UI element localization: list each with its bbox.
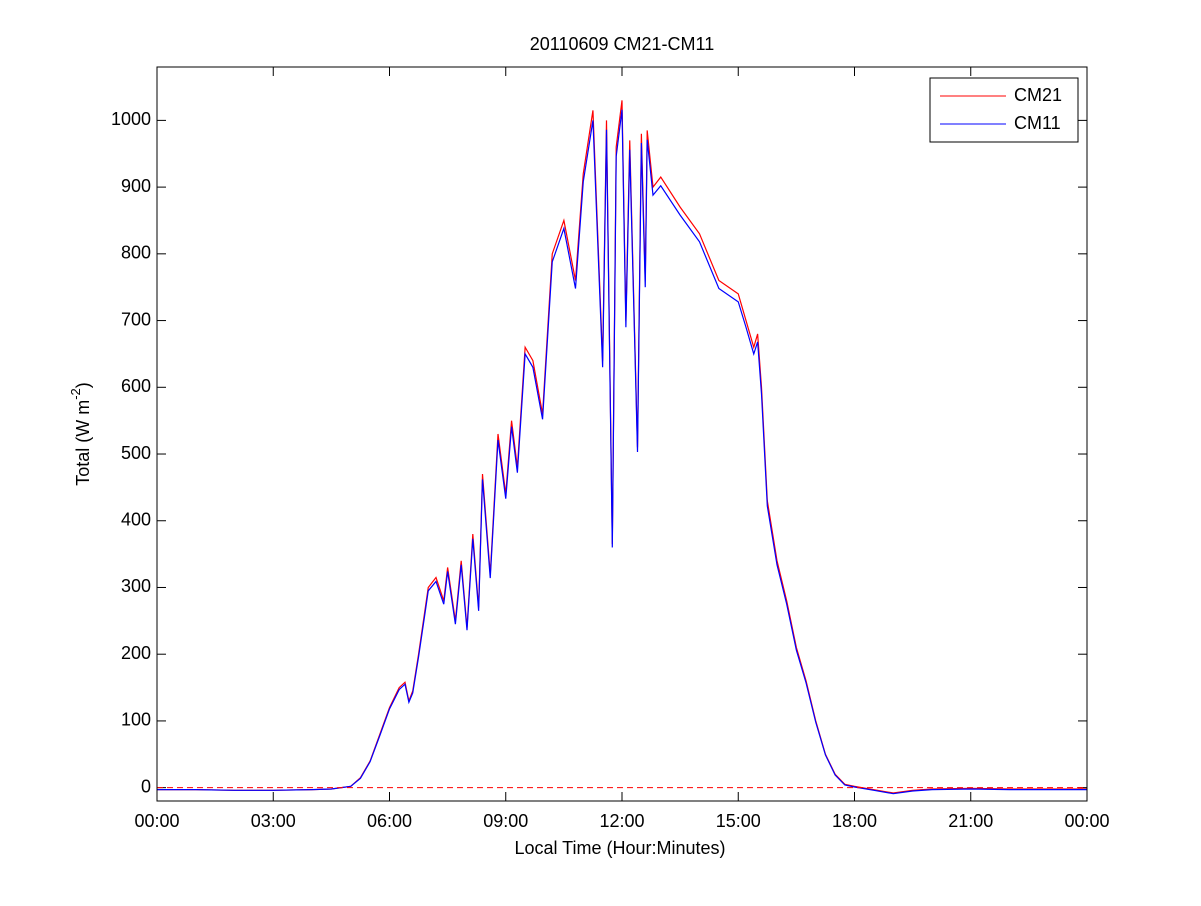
plot-area — [157, 67, 1087, 801]
x-tick-label: 09:00 — [483, 811, 528, 831]
y-tick-label: 400 — [121, 509, 151, 529]
y-tick-label: 900 — [121, 176, 151, 196]
y-tick-label: 0 — [141, 776, 151, 796]
y-label-suffix: ) — [73, 382, 93, 388]
x-tick-label: 03:00 — [251, 811, 296, 831]
y-tick-label: 500 — [121, 443, 151, 463]
x-tick-label: 00:00 — [1064, 811, 1109, 831]
y-tick-label: 800 — [121, 243, 151, 263]
x-tick-label: 12:00 — [599, 811, 644, 831]
series-line — [157, 109, 1087, 795]
y-label-text: Total (W m — [73, 400, 93, 486]
x-tick-label: 18:00 — [832, 811, 877, 831]
y-tick-label: 700 — [121, 309, 151, 329]
axes-frame — [156, 66, 1088, 802]
legend-label: CM11 — [1014, 113, 1061, 133]
y-tick-label: 600 — [121, 376, 151, 396]
x-tick-label: 00:00 — [134, 811, 179, 831]
chart-title: 20110609 CM21-CM11 — [530, 34, 714, 54]
legend-box — [929, 77, 1079, 143]
y-label-superscript: -2 — [68, 388, 83, 400]
x-tick-label: 06:00 — [367, 811, 412, 831]
x-tick-label: 21:00 — [948, 811, 993, 831]
x-axis-label: Local Time (Hour:Minutes) — [514, 838, 725, 858]
x-tick-label: 15:00 — [716, 811, 761, 831]
y-tick-label: 1000 — [111, 109, 151, 129]
y-axis-label: Total (W m-2) — [68, 382, 92, 486]
y-tick-label: 100 — [121, 710, 151, 730]
legend-label: CM21 — [1014, 85, 1062, 105]
y-tick-label: 200 — [121, 643, 151, 663]
y-tick-label: 300 — [121, 576, 151, 596]
